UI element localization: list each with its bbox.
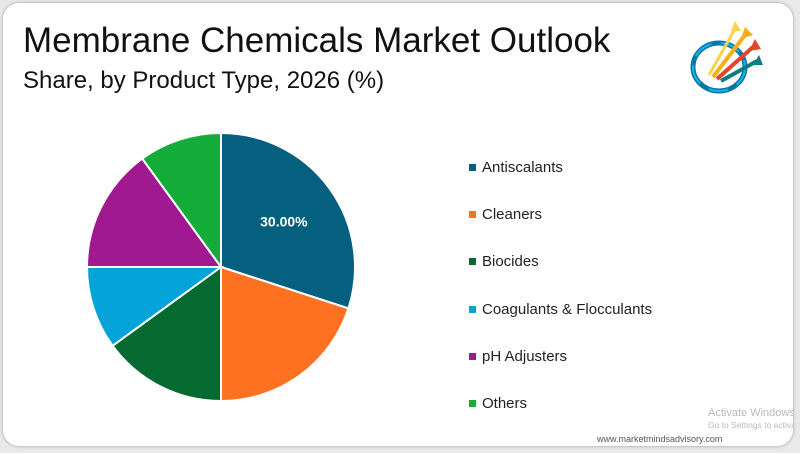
legend-item: Antiscalants	[469, 155, 652, 179]
legend-swatch	[469, 163, 476, 171]
pie-slice-antiscalants	[220, 131, 356, 310]
pie-slice-others	[140, 131, 222, 271]
pie-data-label: 30.00%	[260, 213, 308, 229]
pie-slice-ph-adjusters	[85, 157, 223, 268]
chart-title: Membrane Chemicals Market Outlook	[23, 21, 611, 60]
legend-swatch	[469, 210, 476, 218]
legend-swatch	[469, 258, 476, 266]
pie-slice-coagulants-flocculants	[85, 266, 225, 348]
pie-slice-biocides	[111, 265, 222, 403]
watermark-title: Activate Windows	[708, 407, 793, 419]
activate-windows-watermark: Activate Windows Go to Settings to activ…	[708, 407, 793, 430]
chart-subtitle: Share, by Product Type, 2026 (%)	[23, 67, 385, 94]
watermark-subtitle: Go to Settings to activate Windows.	[708, 420, 793, 431]
legend-item: Coagulants & Flocculants	[469, 297, 652, 321]
legend-item: Biocides	[469, 250, 652, 274]
legend-label: Cleaners	[482, 205, 543, 223]
website-url: www.marketmindsadvisory.com	[597, 434, 723, 444]
legend-item: Cleaners	[469, 202, 652, 226]
chart-legend: Antiscalants Cleaners Biocides Coagulants &…	[469, 155, 652, 439]
legend-swatch	[469, 400, 476, 408]
legend-item: pH Adjusters	[469, 345, 652, 369]
company-logo-icon	[690, 21, 763, 94]
legend-swatch	[469, 305, 476, 313]
legend-label: Antiscalants	[482, 158, 563, 176]
pie-slice-cleaners	[220, 265, 350, 403]
legend-label: Biocides	[482, 253, 539, 271]
chart-card: Membrane Chemicals Market Outlook Share,…	[3, 3, 793, 446]
pie-chart: 30.00%	[85, 131, 356, 403]
legend-item: Others	[469, 392, 652, 416]
legend-label: Coagulants & Flocculants	[482, 300, 653, 318]
legend-label: pH Adjusters	[482, 348, 568, 366]
legend-label: Others	[482, 395, 528, 413]
legend-swatch	[469, 353, 476, 361]
